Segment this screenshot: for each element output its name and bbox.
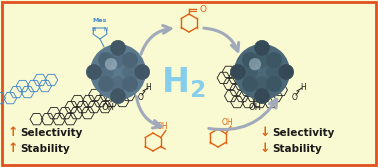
Text: OH: OH bbox=[102, 103, 115, 112]
Text: O: O bbox=[199, 6, 206, 15]
Circle shape bbox=[266, 64, 282, 79]
Text: Stability: Stability bbox=[272, 144, 322, 154]
Text: $\mathbf{H_2}$: $\mathbf{H_2}$ bbox=[161, 66, 205, 100]
Text: ↑: ↑ bbox=[8, 142, 19, 155]
Circle shape bbox=[105, 58, 117, 70]
Circle shape bbox=[135, 64, 150, 79]
Circle shape bbox=[86, 64, 101, 79]
Text: OH: OH bbox=[222, 118, 234, 127]
Circle shape bbox=[98, 64, 113, 79]
Circle shape bbox=[90, 44, 146, 100]
Text: OH: OH bbox=[157, 122, 169, 131]
Circle shape bbox=[254, 40, 270, 55]
Text: H: H bbox=[300, 84, 306, 93]
Text: N: N bbox=[104, 27, 108, 32]
Circle shape bbox=[110, 76, 125, 92]
Circle shape bbox=[279, 64, 294, 79]
Text: Selectivity: Selectivity bbox=[20, 128, 82, 138]
Circle shape bbox=[254, 76, 270, 92]
Text: O: O bbox=[138, 94, 144, 103]
Text: ↓: ↓ bbox=[260, 126, 271, 139]
Text: H: H bbox=[145, 84, 151, 93]
Circle shape bbox=[110, 64, 125, 79]
Circle shape bbox=[98, 52, 113, 67]
Circle shape bbox=[266, 52, 282, 67]
Circle shape bbox=[234, 44, 290, 100]
Circle shape bbox=[242, 52, 257, 67]
Circle shape bbox=[254, 89, 270, 104]
Circle shape bbox=[110, 40, 125, 55]
Circle shape bbox=[98, 76, 113, 92]
Circle shape bbox=[254, 64, 270, 79]
Text: OH: OH bbox=[248, 103, 262, 112]
FancyBboxPatch shape bbox=[2, 2, 376, 165]
Circle shape bbox=[110, 52, 125, 67]
Text: Stability: Stability bbox=[20, 144, 70, 154]
Text: Selectivity: Selectivity bbox=[272, 128, 335, 138]
Text: O: O bbox=[292, 94, 298, 103]
Text: Mes: Mes bbox=[93, 18, 107, 23]
Circle shape bbox=[266, 76, 282, 92]
Circle shape bbox=[230, 64, 245, 79]
Circle shape bbox=[122, 76, 138, 92]
Circle shape bbox=[249, 58, 261, 70]
Circle shape bbox=[122, 64, 138, 79]
Text: ↓: ↓ bbox=[260, 142, 271, 155]
Circle shape bbox=[242, 64, 257, 79]
Circle shape bbox=[254, 52, 270, 67]
Text: ↑: ↑ bbox=[8, 126, 19, 139]
Circle shape bbox=[110, 89, 125, 104]
Circle shape bbox=[122, 52, 138, 67]
Text: N: N bbox=[92, 27, 96, 32]
Circle shape bbox=[242, 76, 257, 92]
